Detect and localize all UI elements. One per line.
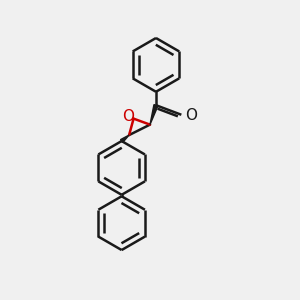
Polygon shape	[121, 135, 129, 142]
Text: O: O	[122, 110, 134, 124]
Polygon shape	[150, 105, 158, 124]
Text: O: O	[185, 109, 197, 124]
